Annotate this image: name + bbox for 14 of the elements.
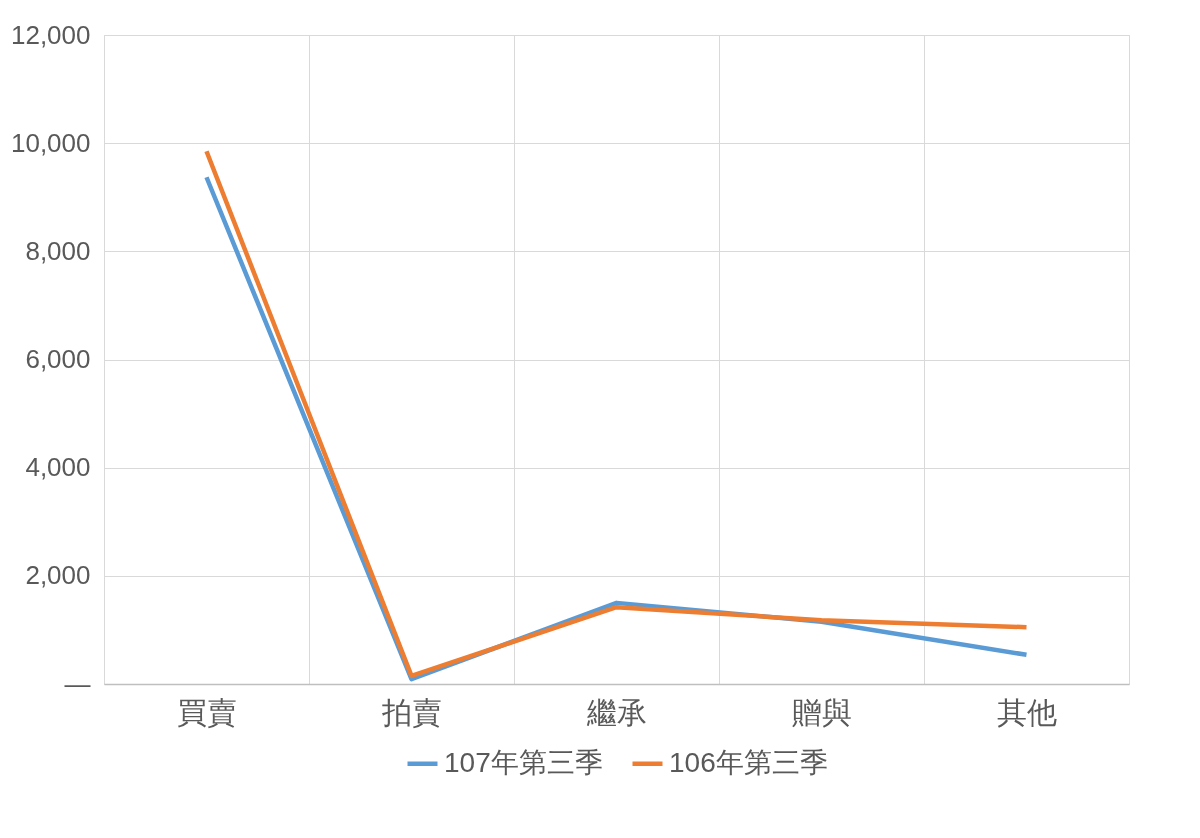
y-tick-label: 4,000: [25, 452, 91, 483]
x-tick-label: 繼承: [585, 695, 647, 729]
y-tick-label: —: [64, 668, 91, 699]
x-tick-label: 買賣: [176, 695, 237, 729]
x-tick-label: 其他: [996, 695, 1057, 729]
y-tick-label: 2,000: [25, 560, 91, 591]
y-tick-label: 10,000: [10, 127, 91, 158]
y-tick-label: 12,000: [10, 19, 91, 50]
y-tick-label: 8,000: [25, 235, 91, 266]
legend-label: 106年第三季: [669, 746, 828, 778]
legend-label: 107年第三季: [444, 746, 603, 778]
x-tick-label: 拍賣: [380, 695, 442, 729]
y-tick-label: 6,000: [25, 344, 91, 374]
x-tick-label: 贈與: [791, 695, 852, 729]
